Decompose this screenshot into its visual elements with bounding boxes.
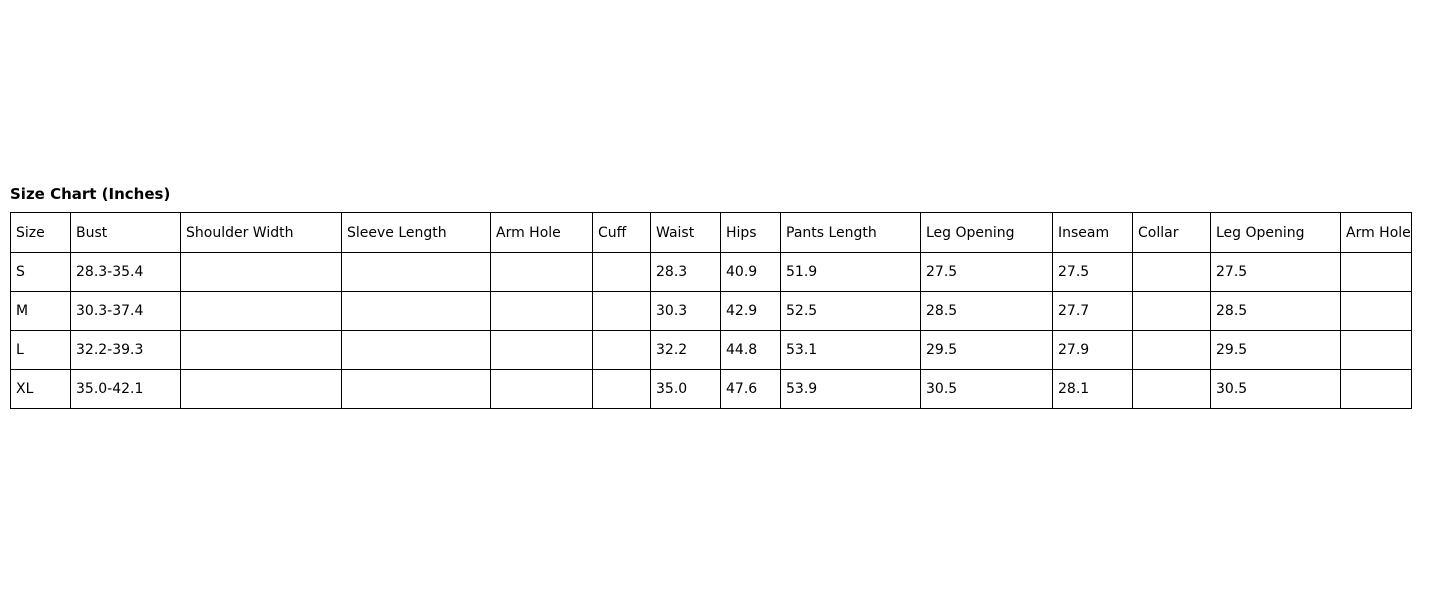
cell-arm-hole [490, 291, 593, 331]
header-inseam: Inseam [1052, 212, 1133, 253]
cell-hips: 42.9 [720, 291, 781, 331]
cell-sleeve-length [341, 330, 491, 370]
cell-bust: 28.3-35.4 [70, 252, 181, 292]
table-row-m: M 30.3-37.4 30.3 42.9 52.5 28.5 27.7 28.… [10, 291, 1412, 331]
cell-leg-opening-2: 27.5 [1210, 252, 1341, 292]
cell-inseam: 28.1 [1052, 369, 1133, 409]
cell-collar [1132, 330, 1211, 370]
cell-size: L [10, 330, 71, 370]
cell-waist: 35.0 [650, 369, 721, 409]
cell-hips: 40.9 [720, 252, 781, 292]
header-bust: Bust [70, 212, 181, 253]
cell-cuff [592, 252, 651, 292]
cell-sleeve-length [341, 369, 491, 409]
cell-pants-length: 51.9 [780, 252, 921, 292]
cell-size: XL [10, 369, 71, 409]
cell-hips: 47.6 [720, 369, 781, 409]
cell-shoulder-width [180, 252, 342, 292]
header-cuff: Cuff [592, 212, 651, 253]
header-arm-hole: Arm Hole [490, 212, 593, 253]
header-size: Size [10, 212, 71, 253]
size-chart-title: Size Chart (Inches) [10, 185, 171, 203]
cell-pants-length: 53.1 [780, 330, 921, 370]
cell-shoulder-width [180, 369, 342, 409]
cell-arm-hole [490, 252, 593, 292]
cell-shoulder-width [180, 291, 342, 331]
header-leg-opening-2: Leg Opening [1210, 212, 1341, 253]
cell-inseam: 27.7 [1052, 291, 1133, 331]
cell-leg-opening-2: 30.5 [1210, 369, 1341, 409]
cell-cuff [592, 369, 651, 409]
cell-cuff [592, 291, 651, 331]
cell-collar [1132, 252, 1211, 292]
cell-pants-length: 53.9 [780, 369, 921, 409]
header-sleeve-length: Sleeve Length [341, 212, 491, 253]
cell-sleeve-length [341, 291, 491, 331]
cell-arm-hole [490, 330, 593, 370]
cell-inseam: 27.5 [1052, 252, 1133, 292]
cell-leg-opening: 29.5 [920, 330, 1053, 370]
cell-waist: 30.3 [650, 291, 721, 331]
header-collar: Collar [1132, 212, 1211, 253]
cell-sleeve-length [341, 252, 491, 292]
cell-leg-opening-2: 28.5 [1210, 291, 1341, 331]
cell-bust: 32.2-39.3 [70, 330, 181, 370]
cell-waist: 28.3 [650, 252, 721, 292]
cell-arm-hole [490, 369, 593, 409]
cell-leg-opening: 30.5 [920, 369, 1053, 409]
header-arm-hole-2: Arm Hole [1340, 212, 1412, 253]
cell-pants-length: 52.5 [780, 291, 921, 331]
header-hips: Hips [720, 212, 781, 253]
table-row-s: S 28.3-35.4 28.3 40.9 51.9 27.5 27.5 27.… [10, 252, 1412, 292]
size-chart-table: Size Bust Shoulder Width Sleeve Length A… [10, 212, 1412, 409]
table-row-l: L 32.2-39.3 32.2 44.8 53.1 29.5 27.9 29.… [10, 330, 1412, 370]
header-shoulder-width: Shoulder Width [180, 212, 342, 253]
cell-hips: 44.8 [720, 330, 781, 370]
header-leg-opening: Leg Opening [920, 212, 1053, 253]
cell-bust: 35.0-42.1 [70, 369, 181, 409]
cell-collar [1132, 291, 1211, 331]
cell-leg-opening: 28.5 [920, 291, 1053, 331]
cell-leg-opening-2: 29.5 [1210, 330, 1341, 370]
cell-inseam: 27.9 [1052, 330, 1133, 370]
cell-arm-hole-2 [1340, 252, 1412, 292]
header-row: Size Bust Shoulder Width Sleeve Length A… [10, 212, 1412, 253]
header-pants-length: Pants Length [780, 212, 921, 253]
cell-shoulder-width [180, 330, 342, 370]
cell-arm-hole-2 [1340, 330, 1412, 370]
cell-size: S [10, 252, 71, 292]
cell-cuff [592, 330, 651, 370]
cell-arm-hole-2 [1340, 291, 1412, 331]
cell-collar [1132, 369, 1211, 409]
cell-size: M [10, 291, 71, 331]
table-row-xl: XL 35.0-42.1 35.0 47.6 53.9 30.5 28.1 30… [10, 369, 1412, 409]
cell-leg-opening: 27.5 [920, 252, 1053, 292]
cell-bust: 30.3-37.4 [70, 291, 181, 331]
header-waist: Waist [650, 212, 721, 253]
cell-arm-hole-2 [1340, 369, 1412, 409]
cell-waist: 32.2 [650, 330, 721, 370]
